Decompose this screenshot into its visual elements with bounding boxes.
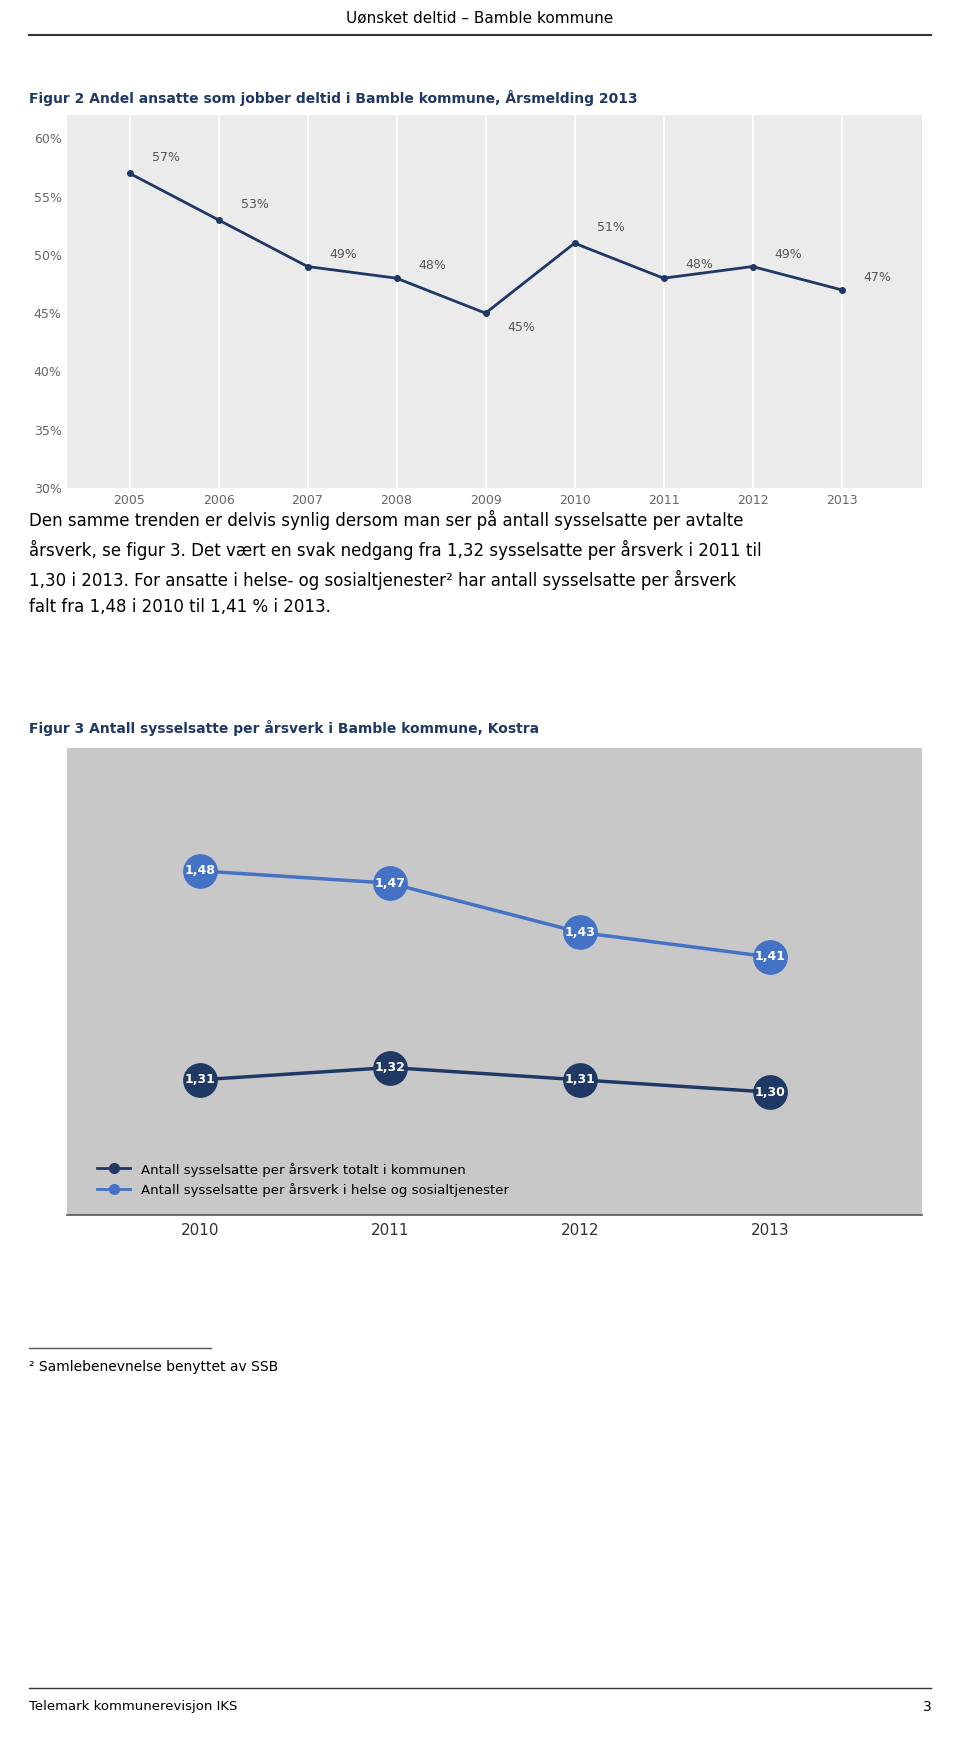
Text: 45%: 45% bbox=[508, 321, 536, 335]
Text: 3: 3 bbox=[923, 1700, 931, 1714]
Text: 1,31: 1,31 bbox=[564, 1073, 595, 1087]
Text: Telemark kommunerevisjon IKS: Telemark kommunerevisjon IKS bbox=[29, 1700, 237, 1713]
Legend: Antall sysselsatte per årsverk totalt i kommunen, Antall sysselsatte per årsverk: Antall sysselsatte per årsverk totalt i … bbox=[91, 1156, 516, 1203]
Text: ² Samlebenevnelse benyttet av SSB: ² Samlebenevnelse benyttet av SSB bbox=[29, 1360, 278, 1374]
Text: Figur 3 Antall sysselsatte per årsverk i Bamble kommune, Kostra: Figur 3 Antall sysselsatte per årsverk i… bbox=[29, 720, 539, 736]
Text: 1,31: 1,31 bbox=[184, 1073, 216, 1087]
Text: 47%: 47% bbox=[864, 270, 892, 284]
Text: 48%: 48% bbox=[419, 260, 446, 272]
Text: 1,48: 1,48 bbox=[184, 865, 216, 877]
Text: 57%: 57% bbox=[152, 152, 180, 164]
Text: 49%: 49% bbox=[329, 248, 357, 260]
Text: 1,32: 1,32 bbox=[374, 1060, 405, 1074]
Text: 1,41: 1,41 bbox=[755, 950, 785, 963]
Text: 1,30: 1,30 bbox=[755, 1085, 785, 1099]
Text: 1,43: 1,43 bbox=[564, 926, 595, 938]
Text: 53%: 53% bbox=[241, 197, 269, 211]
Text: 49%: 49% bbox=[775, 248, 803, 260]
Text: 51%: 51% bbox=[597, 221, 625, 234]
Text: Figur 2 Andel ansatte som jobber deltid i Bamble kommune, Årsmelding 2013: Figur 2 Andel ansatte som jobber deltid … bbox=[29, 91, 637, 106]
Text: Den samme trenden er delvis synlig dersom man ser på antall sysselsatte per avta: Den samme trenden er delvis synlig derso… bbox=[29, 509, 761, 616]
Text: 1,47: 1,47 bbox=[374, 877, 405, 889]
Text: 48%: 48% bbox=[685, 258, 713, 272]
Text: Uønsket deltid – Bamble kommune: Uønsket deltid – Bamble kommune bbox=[347, 10, 613, 26]
